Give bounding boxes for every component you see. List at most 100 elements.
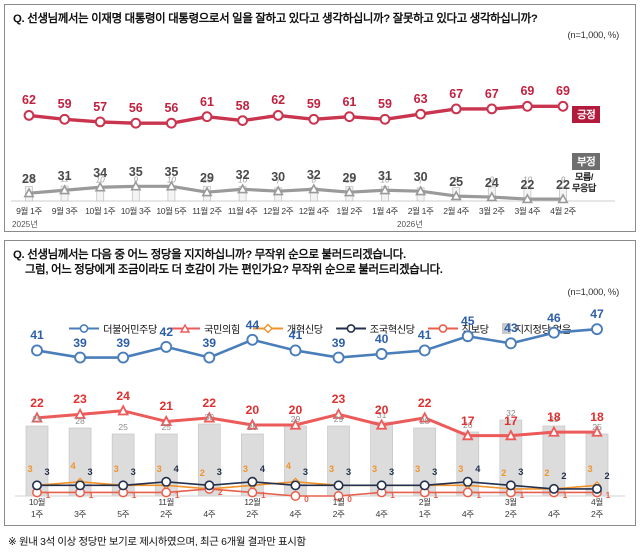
approval-negative-label: 25	[449, 175, 464, 190]
approval-positive-label: 63	[413, 92, 428, 107]
party-ppp-label: 23	[73, 392, 87, 407]
party-x-tick-month: 10월	[28, 497, 46, 507]
party-jin-label: 0	[347, 494, 352, 504]
approval-positive-label: 62	[271, 93, 286, 108]
approval-negative-label: 28	[22, 172, 36, 187]
party-jin-label: 1	[88, 490, 94, 501]
party-reform-label: 3	[27, 464, 33, 475]
approval-positive-label: 61	[342, 94, 357, 109]
legend-line-swatch-icon	[335, 324, 366, 333]
party-ppp-label: 21	[159, 399, 173, 414]
party-dem-label: 39	[73, 335, 87, 350]
party-reform-label: 3	[372, 464, 378, 475]
party-cho-label: 3	[302, 467, 309, 478]
approval-dontknow-label: 10	[344, 175, 354, 184]
party-dem-label: 39	[116, 335, 130, 350]
party-none-label: 28	[419, 416, 430, 426]
legend-item-5[interactable]: 지지정당 없음	[501, 321, 572, 336]
approval-negative-label: 31	[378, 169, 392, 184]
party-x-tick-week: 2주	[504, 509, 517, 519]
party-jin-label: 2	[217, 486, 223, 497]
approval-positive-label: 56	[164, 101, 179, 116]
party-chart-svg	[15, 323, 625, 501]
legend-item-4[interactable]: 진보당	[427, 321, 489, 336]
approval-dontknow-label: 7	[418, 176, 423, 186]
party-none-label: 26	[462, 420, 473, 430]
party-cho-label: 2	[604, 470, 610, 481]
approval-x-tick: 1월 2주	[336, 206, 363, 216]
party-reform-label: 3	[156, 464, 162, 475]
approval-x-tick: 12월 2주	[263, 206, 294, 216]
approval-positive-label: 58	[235, 98, 250, 113]
party-x-tick-week: 2주	[246, 509, 259, 519]
approval-positive-label: 62	[22, 93, 36, 108]
approval-dontknow-label: 10	[522, 175, 532, 184]
approval-x-tick: 9월 3주	[51, 206, 78, 216]
legend-label: 지지정당 없음	[514, 325, 572, 336]
party-jin-label: 1	[562, 490, 568, 501]
approval-positive-label: 69	[556, 84, 570, 99]
party-reform-label: 3	[113, 464, 119, 475]
approval-negative-label: 29	[200, 171, 214, 186]
party-ppp-label: 17	[460, 413, 475, 428]
legend-item-1[interactable]: 국민의힘	[170, 321, 240, 336]
party-x-tick-week: 1주	[418, 509, 431, 519]
party-question-line1: Q. 선생님께서는 다음 중 어느 정당을 지지하십니까? 무작위 순으로 불러…	[13, 249, 406, 261]
approval-positive-label: 59	[306, 97, 321, 112]
approval-dontknow-label: 10	[238, 175, 248, 184]
legend-item-2[interactable]: 개혁신당	[252, 321, 323, 336]
approval-dontknow-label: 10	[95, 175, 105, 184]
party-x-tick-month: 1월	[332, 497, 345, 507]
party-jin-label: 1	[390, 490, 395, 501]
legend-badge-positive: 긍정	[572, 106, 601, 123]
party-x-tick-week: 1주	[31, 509, 43, 519]
legend-item-3[interactable]: 조국혁신당	[335, 321, 415, 336]
approval-x-tick: 3월 2주	[478, 206, 505, 216]
party-reform-label: 2	[544, 467, 550, 478]
legend-label: 개혁신당	[286, 325, 323, 336]
party-dem-label: 47	[590, 307, 604, 322]
party-dem-label: 40	[374, 332, 389, 346]
approval-positive-label: 57	[93, 99, 108, 114]
approval-negative-label: 34	[93, 166, 108, 181]
approval-x-tick: 2월 1주	[407, 206, 434, 216]
party-none-label: 29	[32, 414, 42, 424]
party-cho-label: 3	[216, 467, 222, 478]
legend-badge-negative: 부정	[572, 153, 601, 170]
approval-positive-label: 56	[128, 101, 143, 116]
legend-item-0[interactable]: 더불어민주당	[69, 321, 157, 336]
approval-sample-size: (n=1,000, %)	[567, 29, 619, 40]
party-reform-label: 3	[328, 464, 335, 475]
approval-negative-label: 30	[413, 170, 428, 185]
approval-x-tick: 11월 4주	[227, 206, 258, 216]
party-reform-label: 3	[415, 464, 421, 475]
legend-line-swatch-icon	[170, 323, 200, 333]
party-x-tick-week: 2주	[591, 509, 603, 519]
approval-dontknow-label: 8	[453, 175, 459, 185]
approval-year-2026: 2026년	[397, 220, 423, 229]
party-jin-label: 1	[45, 490, 51, 501]
approval-dontknow-label: 8	[311, 175, 317, 185]
legend-dontknow-line1: 모름/	[574, 172, 593, 182]
approval-panel: Q. 선생님께서는 이재명 대통령이 대통령으로서 일을 잘하고 있다고 생각하…	[4, 4, 636, 232]
party-ppp-label: 23	[331, 392, 346, 407]
party-jin-label: 1	[605, 490, 611, 501]
party-ppp-label: 17	[504, 413, 518, 428]
party-none-label: 25	[247, 422, 258, 432]
party-x-tick-month: 2월	[418, 497, 431, 507]
party-x-tick-week: 4주	[289, 509, 302, 519]
party-dem-label: 39	[202, 335, 217, 350]
party-none-label: 29	[549, 414, 559, 424]
approval-dontknow-label: 11	[60, 174, 69, 184]
approval-dontknow-label: 9	[489, 175, 495, 185]
approval-positive-label: 61	[200, 94, 214, 109]
approval-positive-label: 69	[520, 84, 535, 99]
party-x-tick-month: 4월	[591, 497, 603, 507]
party-none-label: 31	[376, 410, 387, 420]
party-question-line2: 그럼, 어느 정당에게 조금이라도 더 호감이 가는 편인가요? 무작위 순으로…	[25, 264, 443, 276]
approval-negative-label: 35	[164, 165, 179, 180]
approval-dontknow-label: 10	[24, 175, 34, 184]
party-cho-label: 3	[432, 467, 438, 478]
party-dem-label: 43	[504, 321, 518, 336]
party-dem-label: 41	[417, 328, 432, 343]
